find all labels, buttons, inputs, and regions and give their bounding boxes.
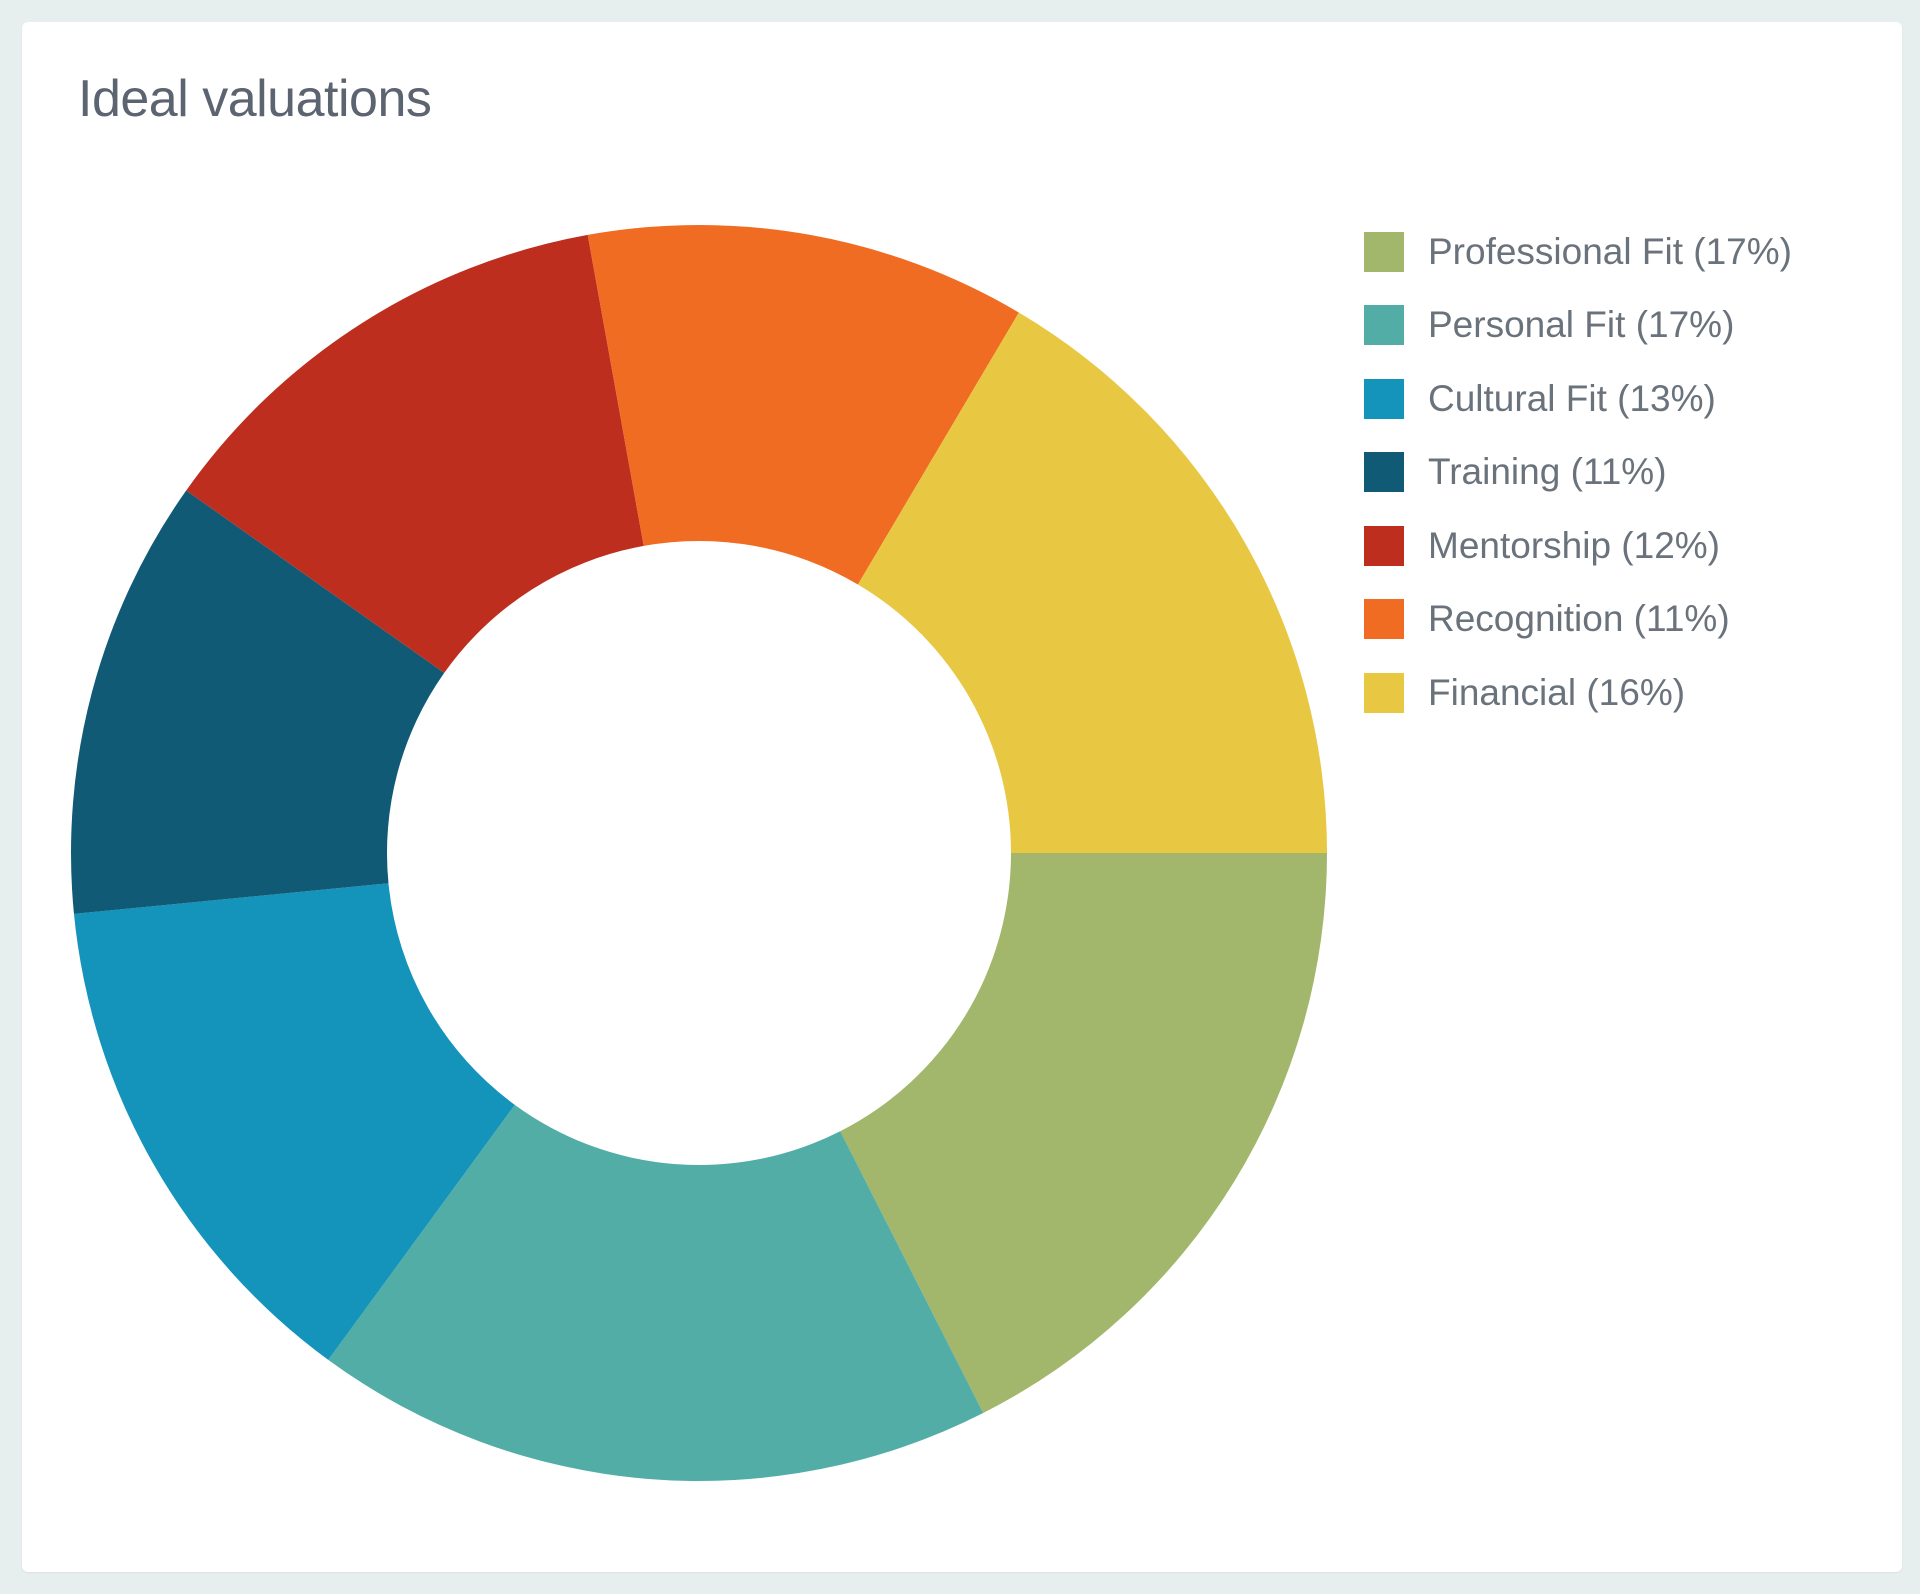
legend-label: Mentorship (12%) [1428,524,1721,566]
legend-item-personal-fit[interactable]: Personal Fit (17%) [1364,289,1792,363]
donut-slice-financial[interactable] [857,312,1327,853]
legend-item-professional-fit[interactable]: Professional Fit (17%) [1364,215,1792,289]
legend-item-financial[interactable]: Financial (16%) [1364,656,1792,730]
legend-swatch [1364,378,1404,419]
legend-swatch [1364,672,1404,713]
donut-slice-personal-fit[interactable] [328,1104,984,1481]
donut-slice-training[interactable] [70,490,445,914]
legend-label: Recognition (11%) [1428,598,1730,640]
legend-item-cultural-fit[interactable]: Cultural Fit (13%) [1364,362,1792,436]
legend-swatch [1364,231,1404,272]
chart-legend: Professional Fit (17%) Personal Fit (17%)… [1364,215,1792,730]
legend-item-training[interactable]: Training (11%) [1364,436,1792,510]
donut-slice-cultural-fit[interactable] [73,883,515,1360]
legend-item-mentorship[interactable]: Mentorship (12%) [1364,509,1792,583]
legend-label: Professional Fit (17%) [1428,230,1792,272]
chart-title: Ideal valuations [78,70,432,128]
legend-label: Personal Fit (17%) [1428,304,1735,346]
legend-label: Training (11%) [1428,451,1667,493]
donut-slice-recognition[interactable] [587,224,1019,585]
legend-item-recognition[interactable]: Recognition (11%) [1364,583,1792,657]
legend-swatch [1364,525,1404,566]
donut-chart [70,224,1327,1481]
donut-slice-mentorship[interactable] [186,234,644,673]
legend-swatch [1364,599,1404,640]
legend-swatch [1364,305,1404,346]
legend-label: Cultural Fit (13%) [1428,377,1716,419]
chart-card: Ideal valuations Professional Fit (17%) P… [22,22,1902,1572]
legend-label: Financial (16%) [1428,671,1686,713]
legend-swatch [1364,452,1404,493]
donut-slice-professional-fit[interactable] [840,853,1327,1414]
